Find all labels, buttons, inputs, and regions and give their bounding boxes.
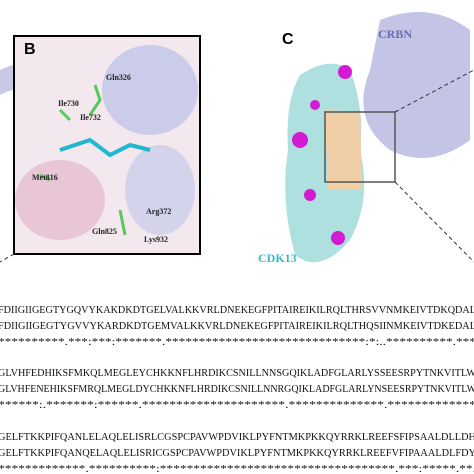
surface-patch [331, 231, 345, 245]
conservation-line: ******:.*******:******.*****************… [0, 399, 474, 411]
residue-label: Met816 [32, 173, 58, 182]
ligand [59, 137, 151, 158]
ribbon [15, 160, 105, 240]
residue-label: Ile730 [58, 99, 79, 108]
zoom-box [324, 111, 396, 183]
ribbon [125, 145, 195, 235]
conservation-line: **********.***:***:*******.*************… [0, 336, 474, 348]
surface-patch [338, 65, 352, 79]
dashed-line [0, 253, 15, 263]
residue-label: Lys932 [144, 235, 168, 244]
alignment: FDIIGIIGEGTYGQVYKAKDKDTGELVALKKVRLDNEKEG… [0, 304, 474, 474]
panel-label: B [24, 41, 36, 58]
side-chain [39, 84, 127, 236]
conservation-line: *************.**********:***************… [0, 463, 474, 474]
residue-label: Arg372 [146, 207, 171, 216]
dashed-line [394, 181, 474, 263]
sequence-line: FDIIGIIGEGTYGVVYKARDKDTGEMVALKKVRLDNEKEG… [0, 320, 474, 332]
sequence-line: FDIIGIIGEGTYGQVYKAKDKDTGELVALKKVRLDNEKEG… [0, 304, 474, 316]
surface-patch [304, 189, 316, 201]
residue-label: Gln326 [106, 73, 131, 82]
sequence-line: GLVHFEDHIKSFMKQLMEGLEYCHKKNFLHRDIKCSNILL… [0, 367, 474, 379]
panel-label: C [282, 31, 294, 48]
protein-label: CRBN [378, 27, 412, 41]
residue-label: Gln825 [92, 227, 117, 236]
surface-patch [292, 132, 308, 148]
sequence-line: GELFTKKPIFQANQELAQLELISRICGSPCPAVWPDVIKL… [0, 447, 474, 459]
residue-label: Ile732 [80, 113, 101, 122]
sequence-line: GLVHFENEHIKSFMRQLMEGLDYCHKKNFLHRDIKCSNIL… [0, 383, 474, 395]
dashed-line [394, 69, 474, 113]
sequence-line: GELFTKKPIFQANLELAQLELISRLCGSPCPAVWPDVIKL… [0, 431, 474, 443]
crbn-ribbon [363, 12, 470, 158]
surface-patch [310, 100, 320, 110]
surface-patch [325, 110, 362, 190]
protein-label: CDK13 [258, 251, 297, 265]
ribbon [102, 45, 198, 135]
